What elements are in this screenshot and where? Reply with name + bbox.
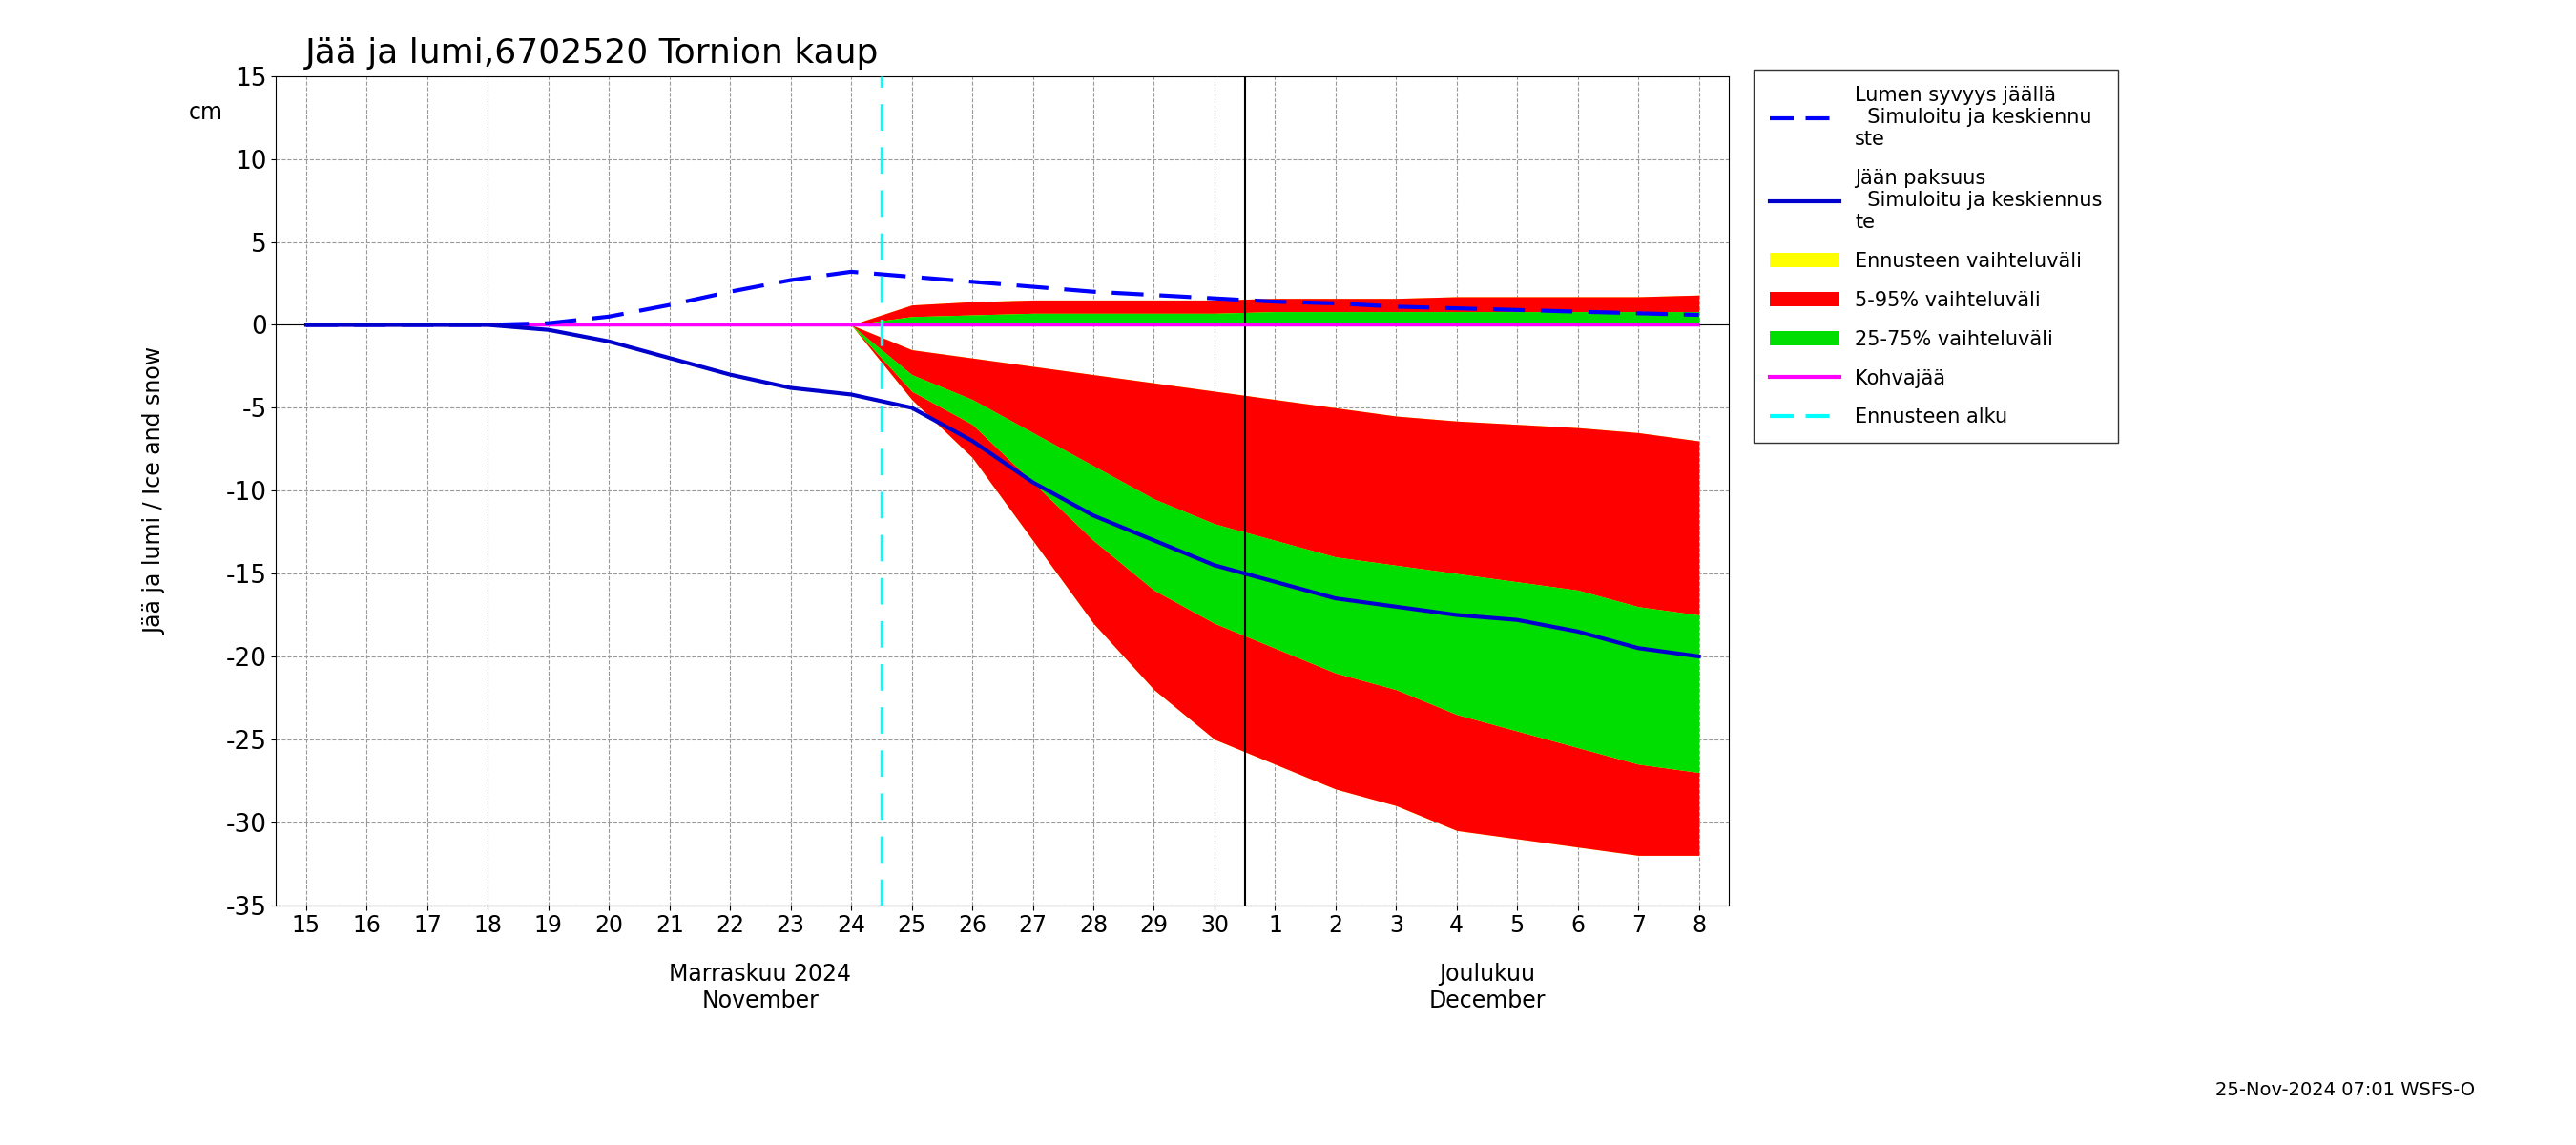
Text: Joulukuu
December: Joulukuu December: [1430, 963, 1546, 1012]
Legend: Lumen syvyys jäällä
  Simuloitu ja keskiennu
ste, Jään paksuus
  Simuloitu ja ke: Lumen syvyys jäällä Simuloitu ja keskien…: [1754, 70, 2117, 443]
Text: cm: cm: [188, 101, 224, 124]
Y-axis label: Jää ja lumi / Ice and snow: Jää ja lumi / Ice and snow: [144, 347, 165, 634]
Text: Marraskuu 2024
November: Marraskuu 2024 November: [670, 963, 853, 1012]
Text: 25-Nov-2024 07:01 WSFS-O: 25-Nov-2024 07:01 WSFS-O: [2215, 1081, 2476, 1099]
Text: Jää ja lumi,6702520 Tornion kaup: Jää ja lumi,6702520 Tornion kaup: [304, 37, 878, 70]
